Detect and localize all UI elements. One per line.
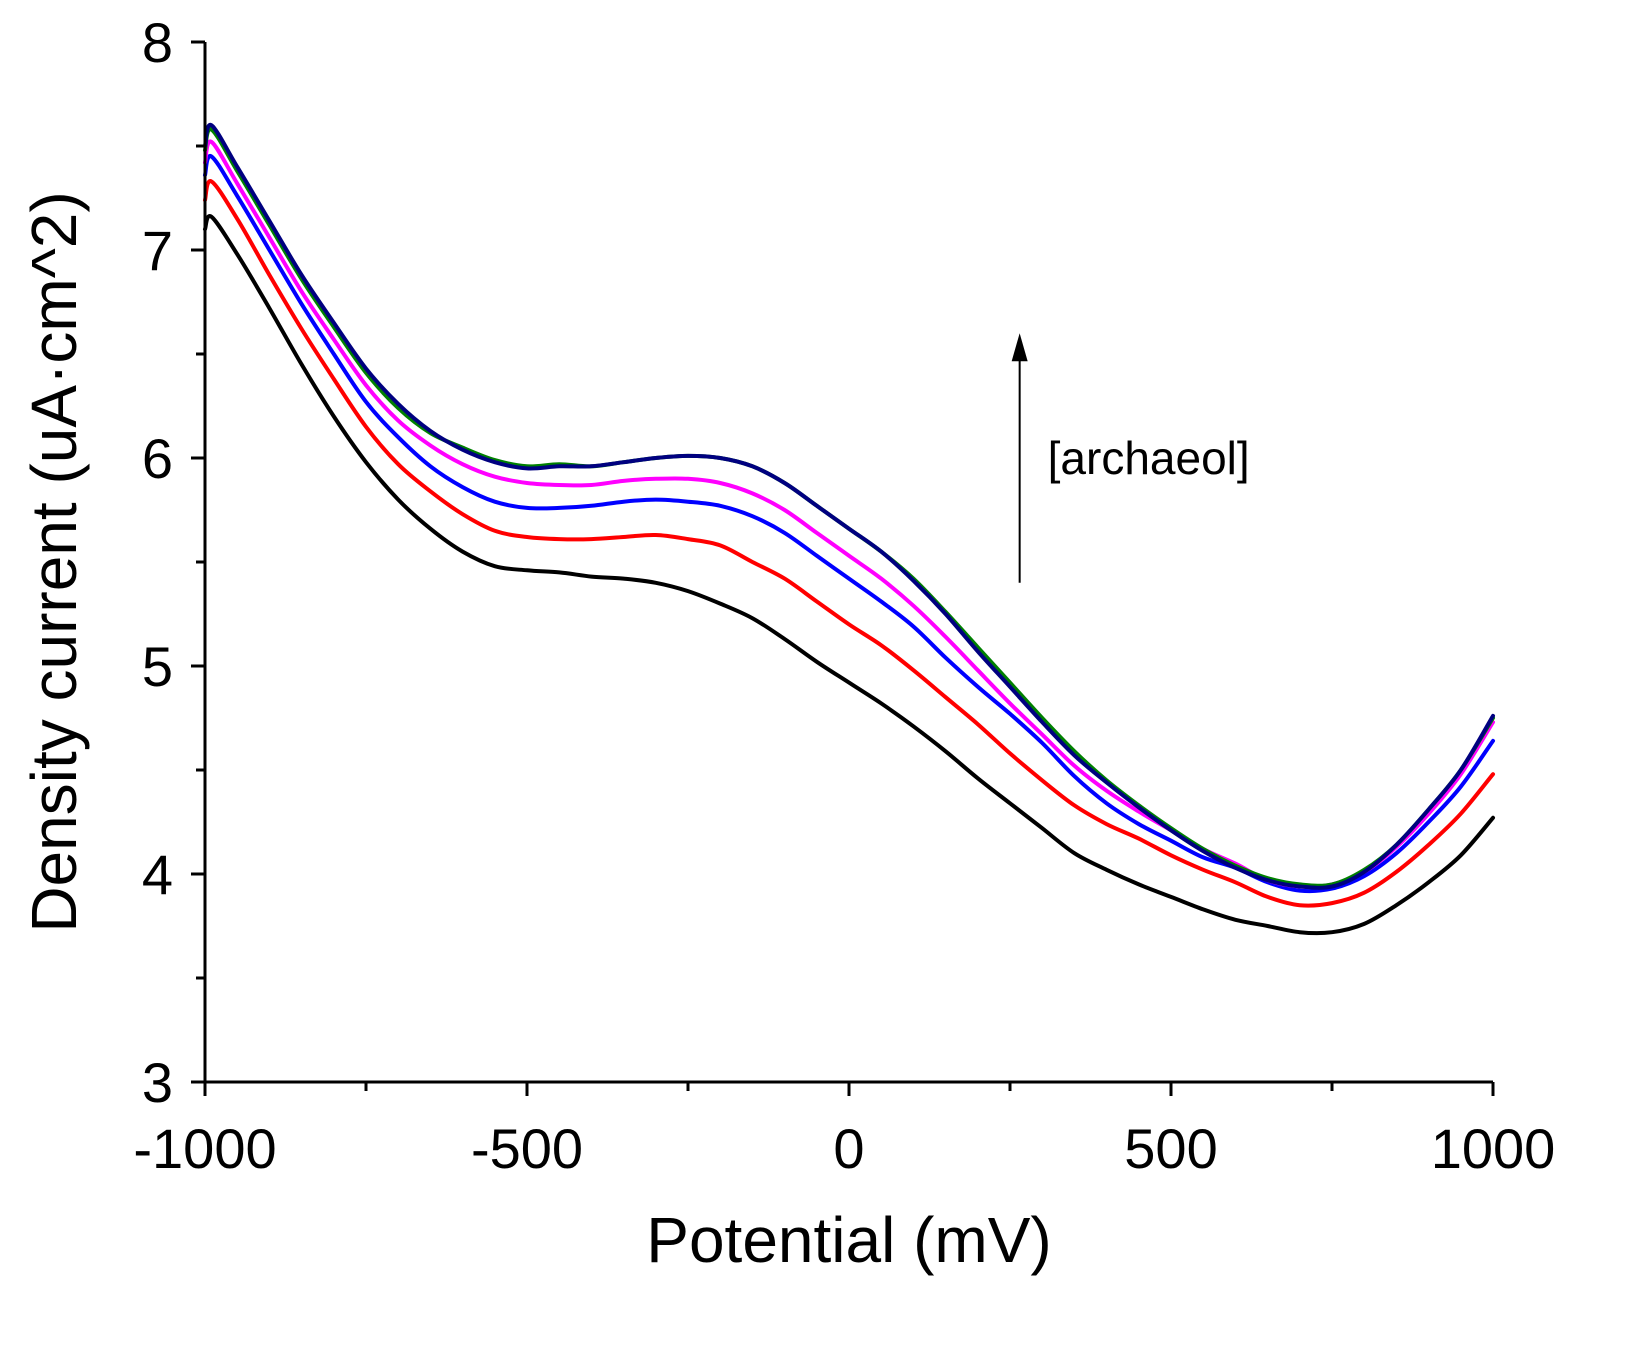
series-line-black <box>203 213 1495 936</box>
x-tick-label: -1000 <box>133 1117 276 1180</box>
y-tick-label: 5 <box>142 635 173 698</box>
axes-layer <box>203 42 1493 1084</box>
y-axis-label: Density current (uA·cm^2) <box>18 191 90 932</box>
x-tick-label: 500 <box>1124 1117 1217 1180</box>
series-line-green <box>203 127 1495 888</box>
y-tick-label: 6 <box>142 427 173 490</box>
ticks-layer: -1000 -500 0 500 1000 3 4 5 6 7 8 <box>133 11 1555 1180</box>
annotation-arrow-head <box>1011 333 1028 362</box>
x-axis-label: Potential (mV) <box>646 1204 1051 1276</box>
x-tick-label: 1000 <box>1431 1117 1556 1180</box>
x-tick-label: 0 <box>833 1117 864 1180</box>
annotation: [archaeol] <box>1011 333 1250 583</box>
y-tick-label: 7 <box>142 219 173 282</box>
series-line-blue <box>203 154 1495 894</box>
series-line-navy <box>203 122 1495 890</box>
x-tick-label: -500 <box>471 1117 583 1180</box>
series-line-magenta <box>203 139 1495 889</box>
y-tick-label: 8 <box>142 11 173 74</box>
series-layer <box>203 122 1495 936</box>
series-line-red <box>203 179 1495 908</box>
y-tick-label: 4 <box>142 843 173 906</box>
annotation-text: [archaeol] <box>1048 432 1250 484</box>
y-tick-label: 3 <box>142 1051 173 1114</box>
